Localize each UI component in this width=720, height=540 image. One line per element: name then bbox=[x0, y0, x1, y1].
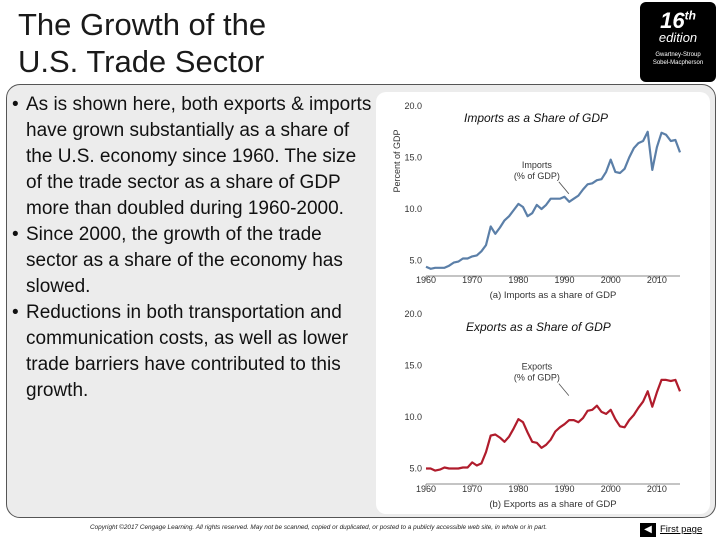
imports-y-axis-label: Percent of GDP bbox=[392, 129, 402, 192]
slide-title-line1: The Growth of the bbox=[18, 7, 267, 42]
imports-series-label-leader bbox=[558, 181, 570, 195]
imports-y-tick-label: 5.0 bbox=[409, 256, 422, 266]
exports-series-label-unit: (% of GDP) bbox=[514, 373, 560, 383]
chart-area: 20.0 15.0 10.0 5.0 1960 1970 1980 1990 2000 2010 P… bbox=[376, 92, 710, 514]
edition-label: edition bbox=[658, 30, 698, 45]
imports-series-label-name: Imports bbox=[522, 160, 553, 170]
copyright-notice: Copyright ©2017 Cengage Learning. All ri… bbox=[90, 524, 548, 531]
imports-x-tick-label: 1980 bbox=[508, 275, 528, 285]
exports-series-label-name: Exports bbox=[522, 362, 553, 372]
exports-plot-area bbox=[426, 314, 680, 484]
imports-x-tick-label: 2000 bbox=[601, 275, 621, 285]
exports-chart-heading: Exports as a Share of GDP bbox=[466, 320, 611, 334]
bullet-item: Since 2000, the growth of the trade sect… bbox=[12, 222, 372, 300]
imports-chart-caption: (a) Imports as a share of GDP bbox=[490, 290, 617, 301]
imports-x-tick-label: 1990 bbox=[555, 275, 575, 285]
imports-chart-heading: Imports as a Share of GDP bbox=[464, 111, 609, 125]
exports-series-line bbox=[426, 378, 682, 472]
imports-series-line bbox=[425, 130, 682, 270]
bullet-list: As is shown here, both exports & imports… bbox=[12, 92, 372, 404]
exports-x-tick-label: 1960 bbox=[416, 484, 436, 494]
exports-x-tick-label: 1970 bbox=[462, 484, 482, 494]
exports-x-tick-label: 1980 bbox=[508, 484, 528, 494]
imports-plot-area bbox=[426, 106, 680, 276]
first-page-label: First page bbox=[660, 524, 703, 535]
bullet-item: As is shown here, both exports & imports… bbox=[12, 92, 372, 222]
imports-x-tick-label: 1960 bbox=[416, 275, 436, 285]
imports-series-label-unit: (% of GDP) bbox=[514, 171, 560, 181]
first-page-link[interactable]: ◀ First page bbox=[640, 522, 716, 537]
exports-x-tick-label: 2010 bbox=[647, 484, 667, 494]
arrow-left-icon: ◀ bbox=[640, 522, 656, 537]
edition-badge: 16th edition Gwartney-Stroup Sobel-Macph… bbox=[640, 2, 716, 82]
imports-x-tick-label: 2010 bbox=[647, 275, 667, 285]
trade-charts: 20.0 15.0 10.0 5.0 1960 1970 1980 1990 2000 2010 P… bbox=[392, 101, 682, 510]
authors-text: Gwartney-Stroup Sobel-Macpherson bbox=[652, 52, 704, 66]
imports-y-tick-label: 20.0 bbox=[404, 101, 422, 111]
exports-y-tick-label: 10.0 bbox=[404, 412, 422, 422]
exports-x-tick-label: 1990 bbox=[555, 484, 575, 494]
slide-title: The Growth of the U.S. Trade Sector bbox=[18, 6, 378, 80]
slide-title-line2: U.S. Trade Sector bbox=[18, 44, 265, 79]
imports-y-tick-label: 15.0 bbox=[404, 153, 422, 163]
exports-y-tick-label: 20.0 bbox=[404, 309, 422, 319]
exports-series-label-leader bbox=[558, 383, 570, 396]
imports-x-tick-label: 1970 bbox=[462, 275, 482, 285]
exports-chart-caption: (b) Exports as a share of GDP bbox=[489, 499, 616, 510]
bullet-item: Reductions in both transportation and co… bbox=[12, 300, 372, 404]
exports-x-tick-label: 2000 bbox=[601, 484, 621, 494]
exports-y-tick-label: 5.0 bbox=[409, 464, 422, 474]
edition-number: 16th bbox=[660, 8, 696, 33]
exports-y-tick-label: 15.0 bbox=[404, 361, 422, 371]
imports-y-tick-label: 10.0 bbox=[404, 204, 422, 214]
